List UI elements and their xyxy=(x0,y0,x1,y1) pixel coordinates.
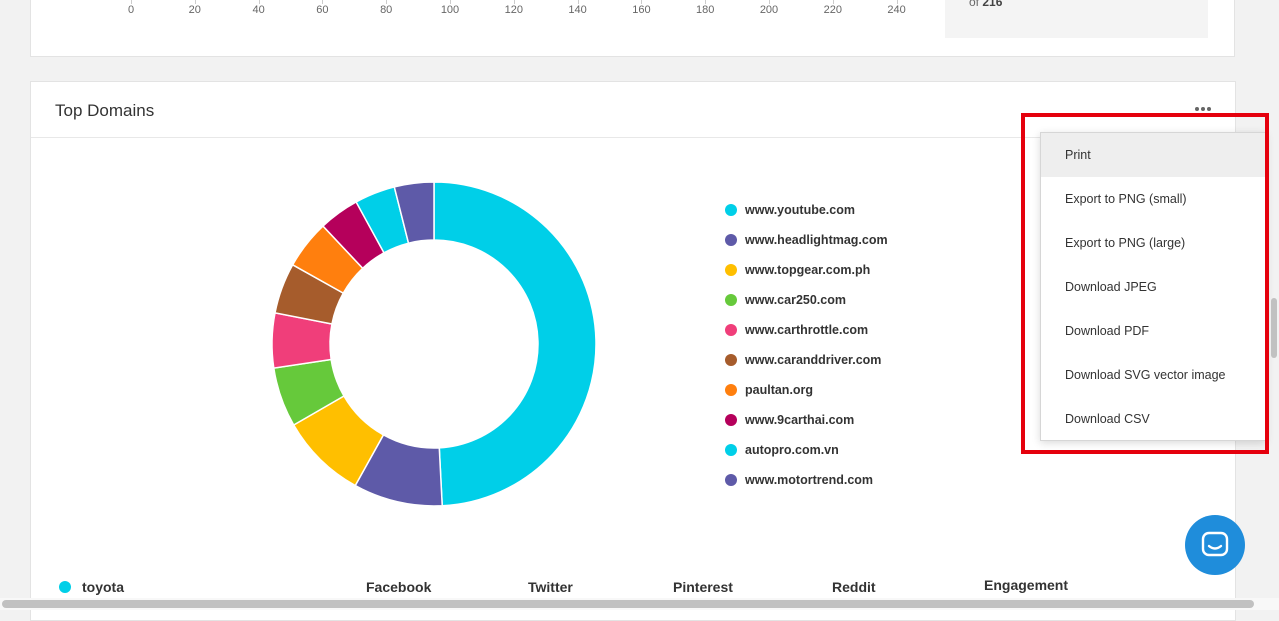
legend-item[interactable]: www.motortrend.com xyxy=(725,470,873,490)
ellipsis-icon-dot xyxy=(1201,107,1205,111)
menu-item-download-jpeg[interactable]: Download JPEG xyxy=(1065,280,1157,294)
x-tick-mark xyxy=(769,0,770,4)
legend-color-dot xyxy=(725,264,737,276)
legend-label: www.9carthai.com xyxy=(745,413,855,427)
x-tick-label: 20 xyxy=(188,4,201,16)
x-tick-label: 200 xyxy=(759,4,779,16)
legend-item[interactable]: www.topgear.com.ph xyxy=(725,260,870,280)
x-tick-mark xyxy=(513,0,515,4)
export-menu: Print Export to PNG (small) Export to PN… xyxy=(1040,132,1266,441)
legend-label: www.headlightmag.com xyxy=(745,233,888,247)
donut-chart xyxy=(271,181,597,507)
x-tick-mark xyxy=(705,0,707,4)
legend-color-dot xyxy=(725,294,737,306)
legend-label: www.caranddriver.com xyxy=(745,353,882,367)
chart-menu-button[interactable] xyxy=(1195,104,1213,114)
legend-label: www.carthrottle.com xyxy=(745,323,869,337)
legend-item[interactable]: www.car250.com xyxy=(725,290,846,310)
legend-item[interactable]: www.youtube.com xyxy=(725,200,855,220)
legend-color-dot xyxy=(725,414,737,426)
legend-item[interactable]: paultan.org xyxy=(725,380,813,400)
legend-color-dot xyxy=(725,234,737,246)
legend-item[interactable]: www.9carthai.com xyxy=(725,410,854,430)
x-tick-mark xyxy=(194,0,196,4)
column-engagement[interactable]: Engagement xyxy=(984,577,1069,593)
menu-item-download-csv[interactable]: Download CSV xyxy=(1065,412,1150,426)
top-domains-card: Top Domains www.youtube.com www.headlight… xyxy=(30,81,1236,621)
legend-color-dot xyxy=(725,384,737,396)
top-chart-card: 0 20 40 60 80 100 120 140 160 180 200 220 240 of 216 xyxy=(30,0,1235,57)
card-divider xyxy=(31,137,1235,138)
column-facebook[interactable]: Facebook xyxy=(366,579,432,595)
x-tick-mark xyxy=(832,0,834,4)
legend-color-dot xyxy=(725,474,737,486)
legend-label: www.motortrend.com xyxy=(745,473,874,487)
column-twitter[interactable]: Twitter xyxy=(528,579,573,595)
legend-label: paultan.org xyxy=(745,383,814,397)
legend-label: www.topgear.com.ph xyxy=(745,263,871,277)
x-tick-mark xyxy=(896,0,898,4)
legend-color-dot xyxy=(725,444,737,456)
series-name: toyota xyxy=(82,579,124,595)
summary-prefix: of xyxy=(969,0,980,9)
legend-label: autopro.com.vn xyxy=(745,443,839,457)
menu-arrow xyxy=(1195,122,1217,133)
summary-panel: of 216 xyxy=(945,0,1208,38)
donut-slice-www-youtube-com[interactable] xyxy=(433,181,597,507)
x-tick-label: 40 xyxy=(252,4,265,16)
x-tick-label: 180 xyxy=(696,4,715,16)
summary-text: of 216 xyxy=(969,0,1002,9)
horizontal-scrollbar-thumb[interactable] xyxy=(2,600,1254,608)
x-tick-mark xyxy=(131,0,132,4)
ellipsis-icon xyxy=(1195,107,1199,111)
x-tick-mark xyxy=(258,0,260,4)
x-tick-label: 80 xyxy=(380,4,393,16)
x-tick-label: 240 xyxy=(887,4,906,16)
table-header: toyota Facebook Twitter Pinterest Reddit… xyxy=(31,577,1235,603)
x-tick-mark xyxy=(322,0,324,4)
x-tick-label: 220 xyxy=(823,4,842,16)
chat-launcher-button[interactable] xyxy=(1185,515,1245,575)
legend-label: www.youtube.com xyxy=(745,203,855,217)
menu-item-download-svg[interactable]: Download SVG vector image xyxy=(1065,368,1226,382)
x-tick-label: 60 xyxy=(316,4,329,16)
x-tick-label: 140 xyxy=(568,4,587,16)
x-tick-label: 100 xyxy=(440,4,460,16)
horizontal-scrollbar[interactable] xyxy=(0,598,1279,610)
column-pinterest[interactable]: Pinterest xyxy=(673,579,733,595)
legend-color-dot xyxy=(725,354,737,366)
x-tick-mark xyxy=(577,0,579,4)
menu-item-export-png-small[interactable]: Export to PNG (small) xyxy=(1065,192,1187,206)
series-color-dot xyxy=(59,581,71,593)
menu-item-export-png-large[interactable]: Export to PNG (large) xyxy=(1065,236,1186,250)
ellipsis-icon-dot xyxy=(1207,107,1211,111)
column-reddit[interactable]: Reddit xyxy=(832,579,876,595)
x-tick-mark xyxy=(450,0,451,4)
x-tick-mark xyxy=(386,0,388,4)
x-tick-mark xyxy=(641,0,643,4)
x-tick-label: 160 xyxy=(632,4,651,16)
x-tick-label: 0 xyxy=(127,4,135,16)
legend-color-dot xyxy=(725,324,737,336)
legend-item[interactable]: www.caranddriver.com xyxy=(725,350,881,370)
donut-slice-www-motortrend-com[interactable] xyxy=(393,181,435,245)
legend-item[interactable]: www.carthrottle.com xyxy=(725,320,868,340)
menu-item-download-pdf[interactable]: Download PDF xyxy=(1065,324,1150,338)
legend-item[interactable]: www.headlightmag.com xyxy=(725,230,888,250)
vertical-scrollbar-thumb[interactable] xyxy=(1271,298,1277,358)
chat-icon xyxy=(1201,531,1229,557)
x-tick-label: 120 xyxy=(504,4,523,16)
summary-value: 216 xyxy=(982,0,1003,9)
card-title: Top Domains xyxy=(55,101,155,120)
legend-item[interactable]: autopro.com.vn xyxy=(725,440,839,460)
legend-label: www.car250.com xyxy=(745,293,846,307)
legend-color-dot xyxy=(725,204,737,216)
menu-item-print[interactable]: Print xyxy=(1041,133,1265,177)
